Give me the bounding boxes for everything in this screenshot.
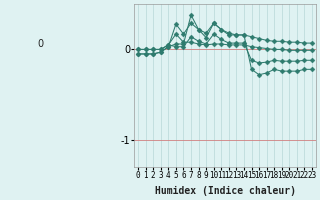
X-axis label: Humidex (Indice chaleur): Humidex (Indice chaleur) (155, 186, 296, 196)
Text: 0: 0 (37, 39, 44, 49)
